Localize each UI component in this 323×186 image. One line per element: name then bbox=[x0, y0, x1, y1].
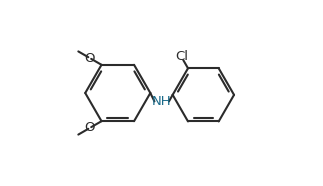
Text: NH: NH bbox=[152, 95, 171, 108]
Text: O: O bbox=[85, 121, 95, 134]
Text: O: O bbox=[85, 52, 95, 65]
Text: Cl: Cl bbox=[175, 50, 188, 63]
